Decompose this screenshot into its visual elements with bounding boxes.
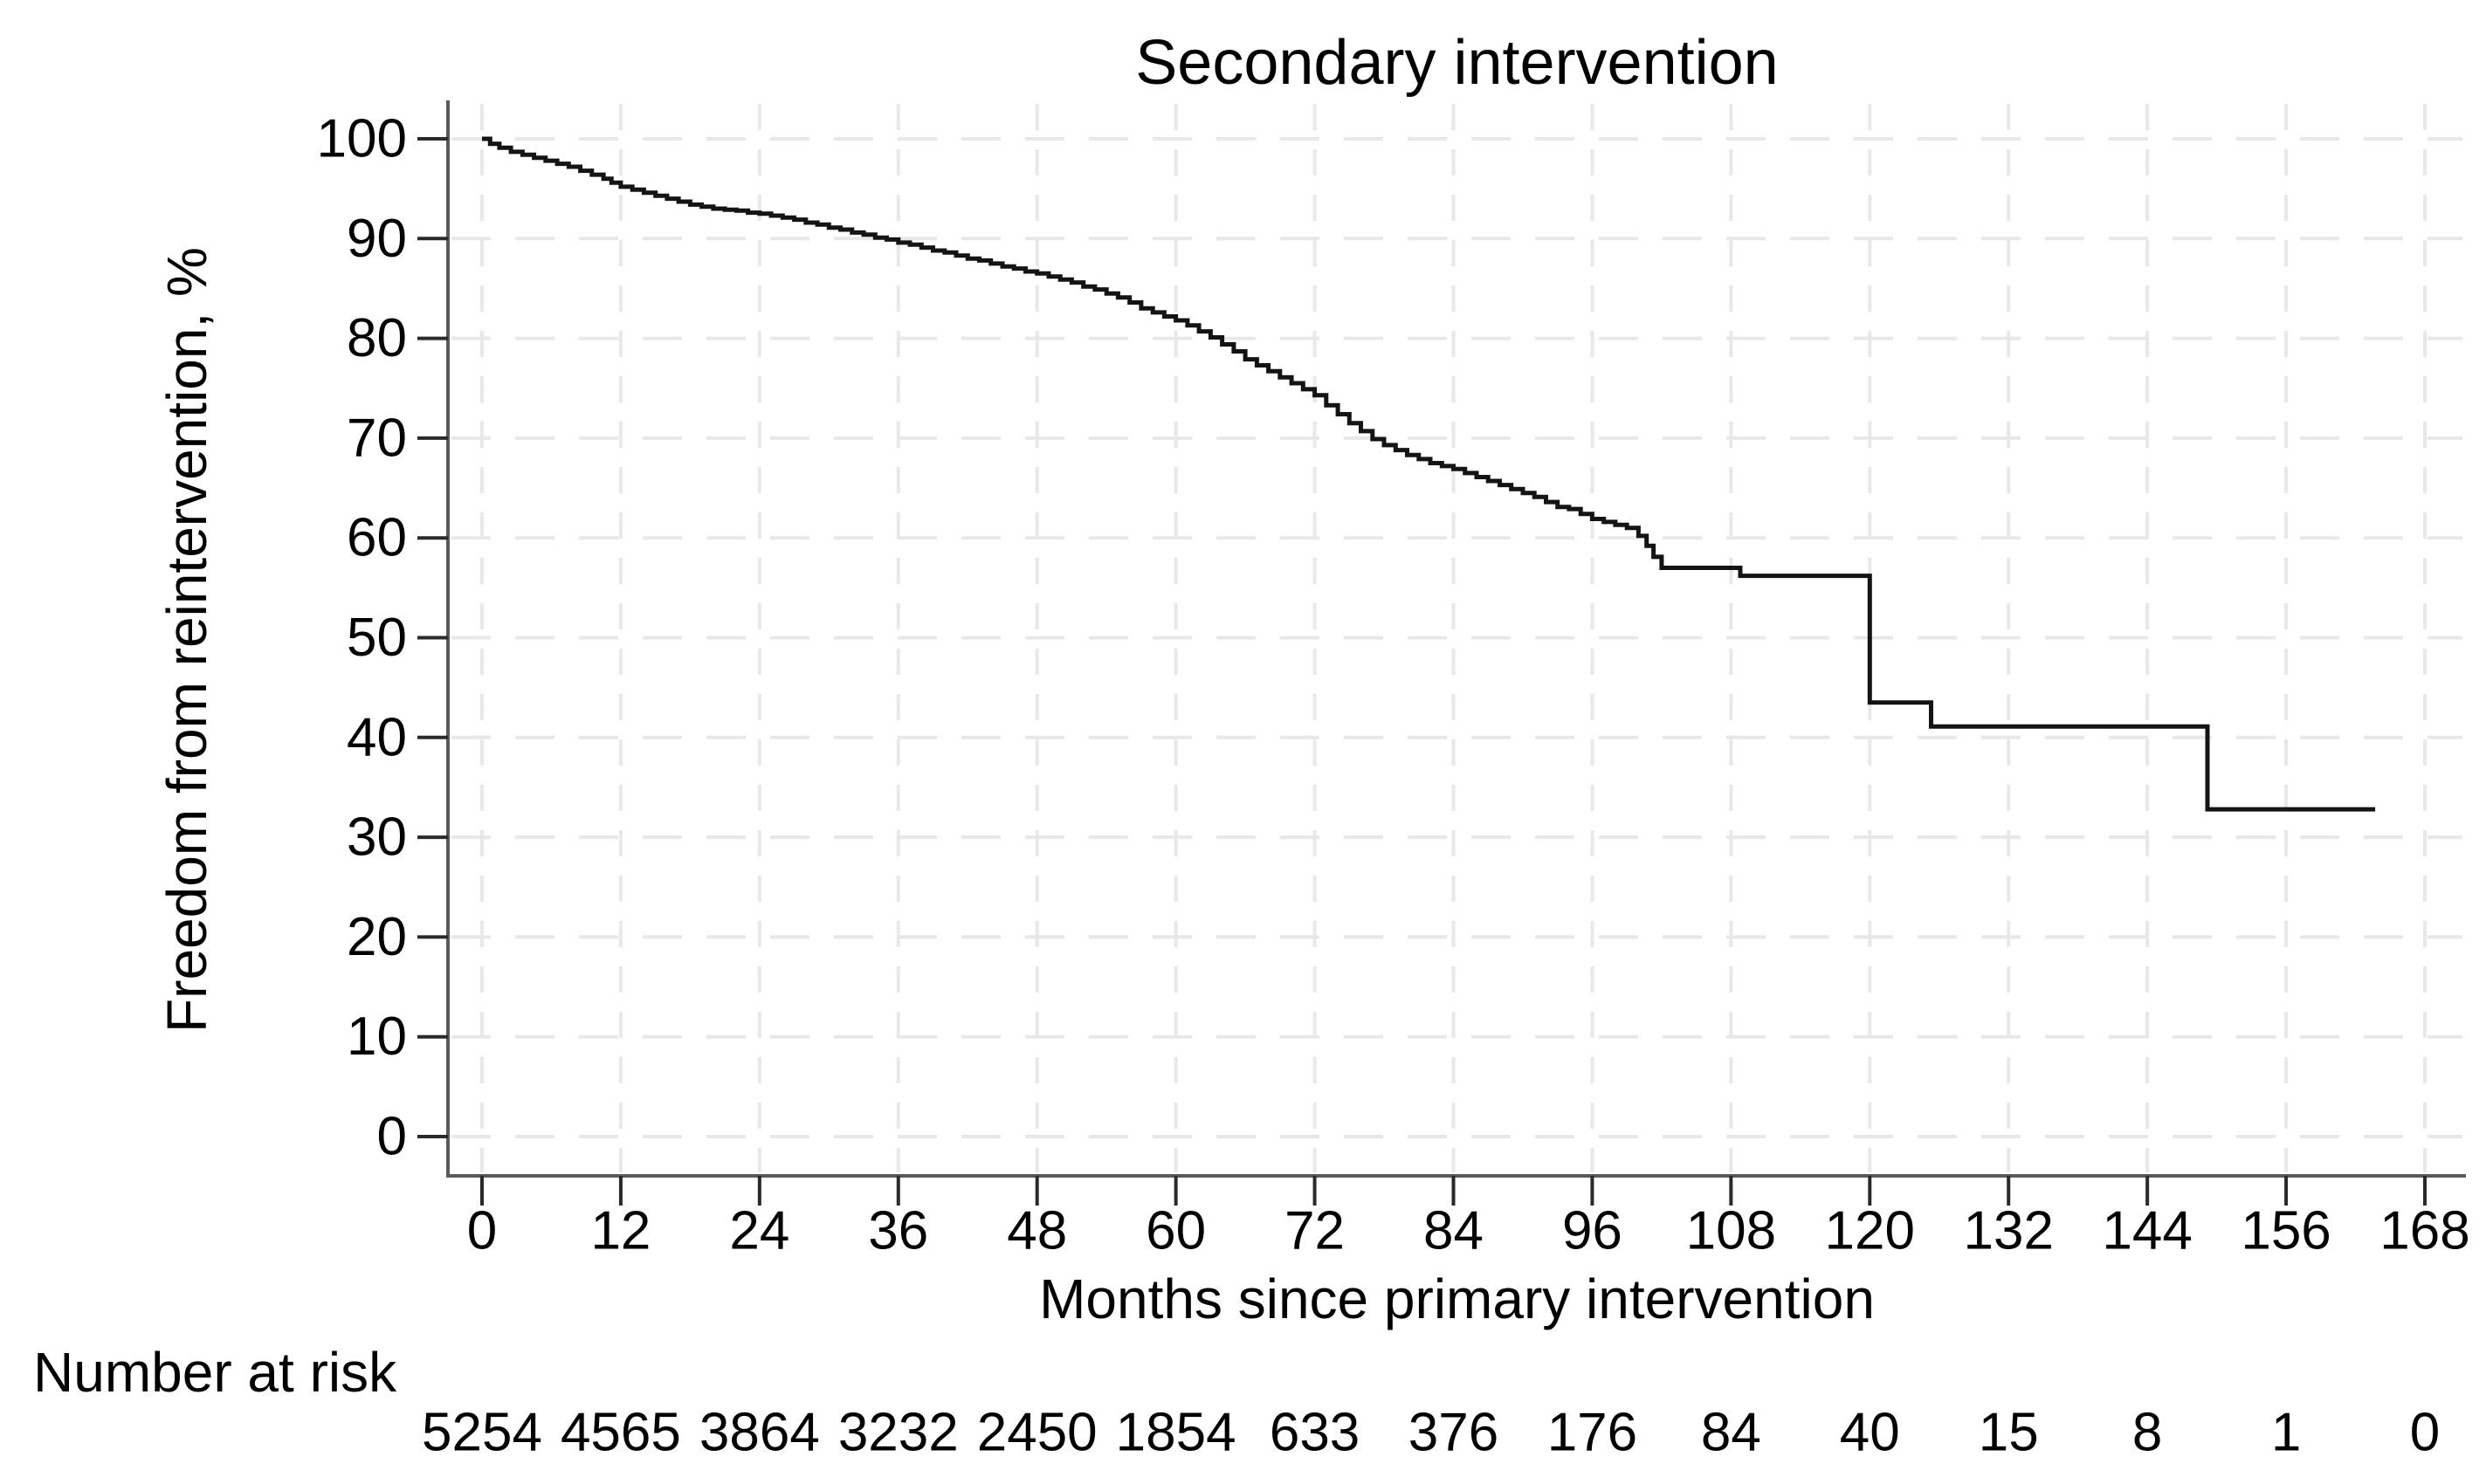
y-tick-label: 80: [347, 308, 407, 368]
y-tick-label: 100: [317, 109, 407, 169]
y-tick-label: 50: [347, 608, 407, 668]
chart-title: Secondary intervention: [1135, 28, 1779, 98]
x-tick-label: 48: [1007, 1201, 1067, 1261]
risk-value: 84: [1701, 1403, 1761, 1463]
risk-value: 3864: [699, 1403, 820, 1463]
x-tick-label: 0: [467, 1201, 497, 1261]
x-tick-label: 12: [590, 1201, 651, 1261]
x-tick-label: 168: [2379, 1201, 2469, 1261]
risk-value: 4565: [561, 1403, 681, 1463]
y-tick-label: 30: [347, 807, 407, 868]
x-tick-label: 24: [729, 1201, 789, 1261]
x-tick-label: 60: [1146, 1201, 1206, 1261]
y-tick-label: 20: [347, 907, 407, 967]
y-tick-label: 0: [377, 1107, 407, 1167]
x-tick-label: 36: [868, 1201, 928, 1261]
x-tick-label: 156: [2241, 1201, 2331, 1261]
km-curve: [482, 136, 2376, 812]
risk-value: 15: [1979, 1403, 2039, 1463]
x-tick-label: 132: [1963, 1201, 2053, 1261]
y-tick-label: 40: [347, 707, 407, 767]
risk-value: 376: [1408, 1403, 1498, 1463]
x-tick-label: 144: [2102, 1201, 2192, 1261]
x-tick-label: 120: [1825, 1201, 1915, 1261]
risk-value: 2450: [977, 1403, 1098, 1463]
x-axis-title: Months since primary intervention: [1039, 1268, 1875, 1330]
y-axis-title: Freedom from reintervention, %: [155, 247, 218, 1033]
risk-value: 176: [1547, 1403, 1637, 1463]
risk-value: 40: [1840, 1403, 1900, 1463]
number-at-risk-label: Number at risk: [33, 1341, 397, 1404]
x-tick-label: 72: [1284, 1201, 1345, 1261]
risk-value: 5254: [422, 1403, 542, 1463]
x-tick-label: 108: [1686, 1201, 1776, 1261]
y-tick-label: 70: [347, 408, 407, 468]
risk-value: 3232: [838, 1403, 959, 1463]
x-tick-label: 84: [1423, 1201, 1484, 1261]
risk-value: 1854: [1116, 1403, 1236, 1463]
risk-value: 8: [2132, 1403, 2162, 1463]
risk-value: 1: [2271, 1403, 2301, 1463]
y-tick-label: 60: [347, 508, 407, 568]
y-tick-label: 90: [347, 209, 407, 269]
y-tick-label: 10: [347, 1007, 407, 1067]
x-tick-label: 96: [1562, 1201, 1622, 1261]
risk-value: 633: [1270, 1403, 1360, 1463]
risk-value: 0: [2410, 1403, 2440, 1463]
